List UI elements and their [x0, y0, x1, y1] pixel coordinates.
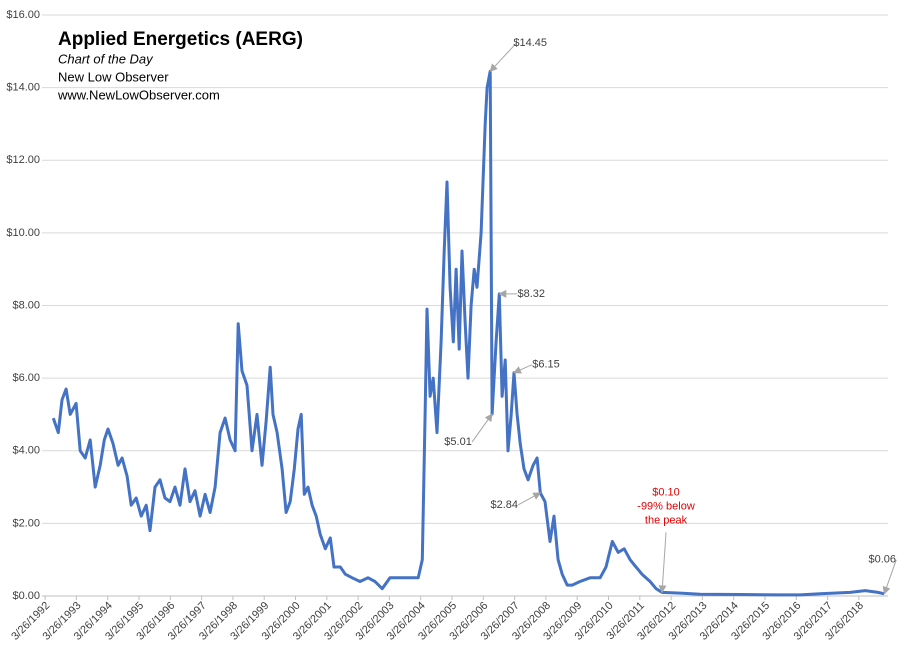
y-tick-label: $14.00	[6, 82, 40, 94]
annotation-arrow	[518, 492, 542, 506]
annotation-arrow	[882, 559, 897, 595]
y-tick-label: $8.00	[12, 299, 40, 311]
annotation-label: $0.06	[868, 554, 896, 566]
y-tick-label: $0.00	[12, 590, 40, 602]
source-line: www.NewLowObserver.com	[57, 87, 220, 102]
annotation-arrow	[513, 364, 533, 374]
y-tick-label: $6.00	[12, 372, 40, 384]
annotation-label: $0.10	[652, 486, 680, 498]
y-tick-label: $10.00	[6, 227, 40, 239]
source-line: New Low Observer	[58, 69, 169, 84]
annotation-arrow	[471, 413, 493, 443]
annotation-label: $8.32	[518, 288, 546, 300]
y-tick-label: $16.00	[6, 9, 40, 21]
annotation-label: $5.01	[444, 436, 472, 448]
chart-title: Applied Energetics (AERG)	[58, 29, 303, 50]
annotation-label: $14.45	[513, 37, 547, 49]
y-tick-label: $12.00	[6, 154, 40, 166]
y-tick-label: $2.00	[12, 517, 40, 529]
y-tick-label: $4.00	[12, 445, 40, 457]
annotation-label: the peak	[645, 514, 688, 526]
annotation-label: -99% below	[637, 500, 695, 512]
annotation-arrow	[489, 42, 517, 73]
price-line	[51, 69, 885, 597]
annotation-arrow	[658, 532, 667, 594]
annotation-label: $2.84	[491, 499, 519, 511]
chart-subtitle: Chart of the Day	[58, 51, 154, 66]
annotation-label: $6.15	[532, 359, 560, 371]
